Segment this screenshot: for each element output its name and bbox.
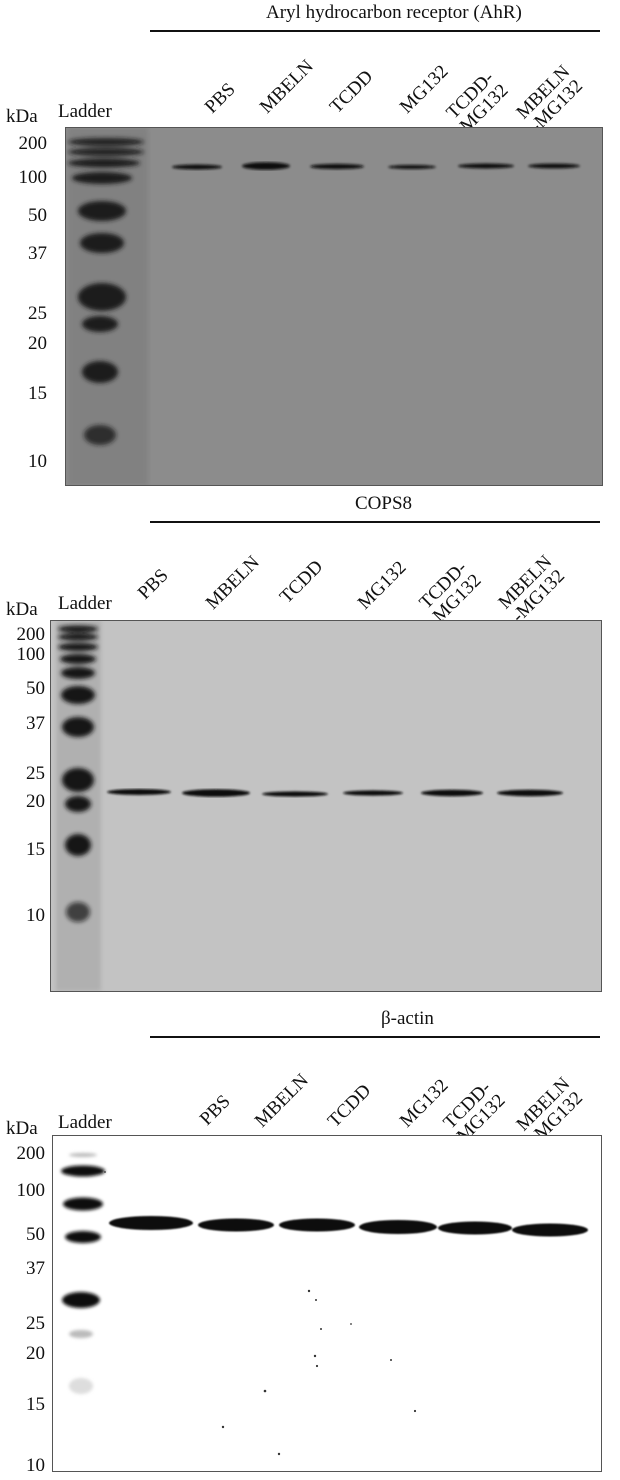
ladder-label: Ladder bbox=[58, 593, 112, 614]
mw-marker-50: 50 bbox=[26, 1224, 45, 1245]
mw-marker-200: 200 bbox=[16, 624, 46, 645]
lane-label-tcdd: TCDD bbox=[323, 1080, 376, 1132]
mw-marker-20: 20 bbox=[26, 1343, 45, 1364]
mw-marker-50: 50 bbox=[28, 205, 47, 226]
mw-marker-37: 37 bbox=[28, 243, 47, 264]
mw-marker-50: 50 bbox=[26, 678, 45, 699]
lane-label-mg132: MG132 bbox=[353, 557, 411, 614]
ladder-label: Ladder bbox=[58, 1112, 112, 1133]
mw-marker-20: 20 bbox=[26, 791, 45, 812]
beta-actin-blot-panel: β-actin PBS MBELN TCDD MG132 TCDD- MG132 … bbox=[0, 1000, 620, 1480]
antibody-title: β-actin bbox=[381, 1008, 434, 1029]
ahr-blot-image bbox=[65, 127, 603, 486]
mw-marker-25: 25 bbox=[26, 763, 45, 784]
mw-marker-100: 100 bbox=[18, 167, 48, 188]
lane-label-mbeln: MBELN bbox=[255, 55, 318, 118]
antibody-underline bbox=[150, 30, 600, 32]
mw-marker-10: 10 bbox=[28, 451, 47, 472]
lane-label-pbs: PBS bbox=[133, 564, 173, 604]
lane-label-mbeln-mg132: MBELN -MG132 bbox=[512, 61, 587, 137]
mw-marker-25: 25 bbox=[28, 303, 47, 324]
mw-marker-15: 15 bbox=[26, 839, 45, 860]
lane-label-pbs: PBS bbox=[200, 78, 240, 118]
mw-marker-25: 25 bbox=[26, 1313, 45, 1334]
mw-marker-100: 100 bbox=[16, 644, 46, 665]
mw-marker-200: 200 bbox=[16, 1143, 46, 1164]
ahr-blot-panel: Aryl hydrocarbon receptor (AhR) PBS MBEL… bbox=[0, 0, 620, 490]
antibody-title: Aryl hydrocarbon receptor (AhR) bbox=[266, 2, 522, 23]
lane-label-tcdd-mg132: TCDD- MG132 bbox=[442, 67, 513, 137]
mw-marker-37: 37 bbox=[26, 713, 45, 734]
mw-marker-100: 100 bbox=[16, 1180, 46, 1201]
antibody-underline bbox=[150, 521, 600, 523]
mw-marker-20: 20 bbox=[28, 333, 47, 354]
mw-marker-37: 37 bbox=[26, 1258, 45, 1279]
lane-label-pbs: PBS bbox=[195, 1090, 235, 1130]
mw-marker-10: 10 bbox=[26, 1455, 45, 1476]
lane-label-tcdd: TCDD bbox=[275, 556, 328, 608]
antibody-underline bbox=[150, 1036, 600, 1038]
cops8-blot-panel: COPS8 PBS MBELN TCDD MG132 TCDD- MG132 MB… bbox=[0, 490, 620, 1000]
kda-label: kDa bbox=[6, 1118, 38, 1139]
ladder-label: Ladder bbox=[58, 101, 112, 122]
mw-marker-15: 15 bbox=[28, 383, 47, 404]
antibody-title: COPS8 bbox=[355, 493, 413, 514]
kda-label: kDa bbox=[6, 106, 38, 127]
mw-marker-10: 10 bbox=[26, 905, 45, 926]
cops8-blot-image bbox=[50, 620, 602, 992]
mw-marker-15: 15 bbox=[26, 1394, 45, 1415]
lane-label-tcdd-mg132: TCDD- MG132 bbox=[415, 557, 486, 627]
lane-label-mbeln: MBELN bbox=[201, 551, 264, 614]
beta-actin-blot-image bbox=[52, 1135, 602, 1472]
kda-label: kDa bbox=[6, 599, 38, 620]
lane-label-mbeln: MBELN bbox=[250, 1069, 313, 1132]
mw-marker-200: 200 bbox=[18, 133, 48, 154]
lane-label-tcdd: TCDD bbox=[325, 66, 378, 118]
lane-label-mbeln-mg132: MBELN -MG132 bbox=[494, 551, 569, 627]
